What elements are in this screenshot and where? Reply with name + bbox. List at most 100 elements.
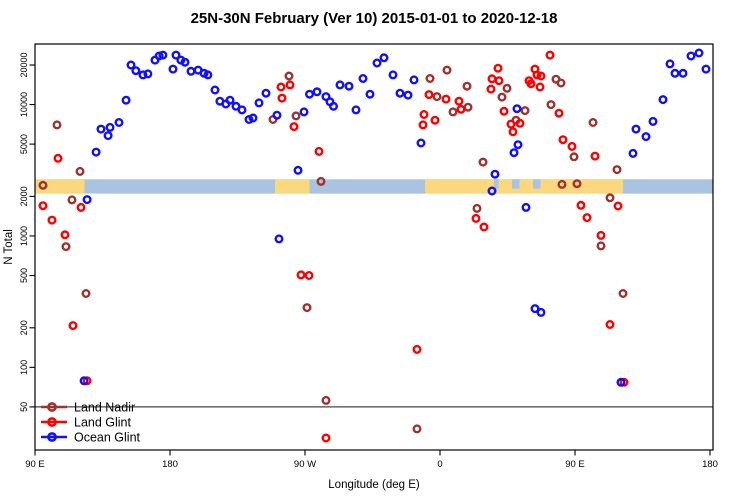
point-land-glint [296, 270, 306, 280]
point-ocean-glint [616, 377, 626, 387]
point-ocean-glint [158, 50, 168, 60]
point-ocean-glint [293, 165, 303, 175]
point-ocean-glint [335, 80, 345, 90]
point-land-glint [582, 213, 592, 223]
point-ocean-glint [225, 95, 235, 105]
point-ocean-glint [299, 107, 309, 117]
point-land-nadir [75, 166, 85, 176]
point-ocean-glint [171, 50, 181, 60]
point-land-nadir [546, 100, 556, 110]
point-land-glint [532, 70, 542, 80]
y-tick-label: 100 [19, 360, 29, 375]
legend-label: Ocean Glint [74, 431, 141, 445]
point-land-nadir [472, 203, 482, 213]
point-land-nadir [67, 195, 77, 205]
point-ocean-glint [203, 70, 213, 80]
y-tick-label: 20000 [19, 52, 29, 77]
point-ocean-glint [186, 66, 196, 76]
y-tick-label: 2000 [19, 186, 29, 206]
point-ocean-glint [329, 101, 339, 111]
point-ocean-glint [126, 60, 136, 70]
y-tick-label: 10000 [19, 92, 29, 117]
point-land-nadir [588, 117, 598, 127]
point-land-nadir [425, 73, 435, 83]
point-land-glint [276, 82, 286, 92]
point-ocean-glint [351, 105, 361, 115]
point-ocean-glint [143, 69, 153, 79]
point-ocean-glint [248, 113, 258, 123]
legend-marker [47, 402, 57, 412]
point-land-nadir [572, 179, 582, 189]
map-strip-ocean-notch [512, 179, 520, 189]
point-land-nadir [302, 303, 312, 313]
point-land-glint [277, 93, 287, 103]
point-land-nadir [556, 78, 566, 88]
point-land-nadir [618, 289, 628, 299]
y-tick-label: 500 [19, 268, 29, 283]
point-ocean-glint [395, 88, 405, 98]
point-ocean-glint [358, 73, 368, 83]
point-land-nadir [284, 71, 294, 81]
point-land-nadir [463, 102, 473, 112]
point-land-glint [499, 106, 509, 116]
point-land-nadir [291, 111, 301, 121]
point-land-nadir [38, 180, 48, 190]
x-tick-label: 0 [437, 459, 442, 470]
point-land-nadir [612, 165, 622, 175]
point-land-glint [526, 79, 536, 89]
x-axis-title: Longitude (deg E) [328, 479, 420, 491]
point-ocean-glint [631, 124, 641, 134]
point-ocean-glint [490, 169, 500, 179]
point-land-nadir [61, 242, 71, 252]
point-ocean-glint [138, 70, 148, 80]
point-land-glint [605, 320, 615, 330]
point-land-glint [558, 135, 568, 145]
point-ocean-glint [261, 88, 271, 98]
point-land-nadir [502, 83, 512, 93]
point-land-glint [486, 84, 496, 94]
point-land-glint [471, 213, 481, 223]
point-land-glint [314, 146, 324, 156]
point-ocean-glint [254, 98, 264, 108]
point-land-nadir [432, 92, 442, 102]
point-land-glint [418, 120, 428, 130]
legend-marker [47, 417, 57, 427]
point-land-glint [430, 115, 440, 125]
point-land-glint [596, 230, 606, 240]
point-land-nadir [442, 65, 452, 75]
point-land-nadir [497, 92, 507, 102]
point-ocean-glint [530, 304, 540, 314]
point-ocean-glint [513, 140, 523, 150]
point-land-glint [321, 433, 331, 443]
point-land-glint [494, 76, 504, 86]
point-land-nadir [448, 107, 458, 117]
point-ocean-glint [512, 104, 522, 114]
point-ocean-glint [274, 234, 284, 244]
x-tick-label: 180 [162, 459, 178, 470]
point-ocean-glint [237, 105, 247, 115]
point-ocean-glint [168, 64, 178, 74]
point-ocean-glint [665, 59, 675, 69]
point-land-nadir [412, 424, 422, 434]
point-land-glint [456, 104, 466, 114]
point-land-glint [508, 127, 518, 137]
x-tick-label: 90 W [294, 459, 316, 470]
point-land-nadir [478, 157, 488, 167]
map-strip-land [275, 179, 310, 194]
legend-label: Land Glint [74, 416, 132, 430]
point-land-nadir [52, 120, 62, 130]
point-ocean-glint [180, 57, 190, 67]
point-ocean-glint [114, 117, 124, 127]
chart-title: 25N-30N February (Ver 10) 2015-01-01 to … [191, 10, 558, 27]
point-land-glint [441, 94, 451, 104]
map-strip-ocean-notch [494, 179, 499, 189]
point-land-glint [536, 71, 546, 81]
point-land-glint [38, 201, 48, 211]
point-land-glint [479, 222, 489, 232]
map-strip-land [425, 179, 623, 194]
point-land-glint [454, 96, 464, 106]
point-land-glint [493, 63, 503, 73]
x-tick-label: 90 E [565, 459, 585, 470]
y-tick-label: 1000 [19, 226, 29, 246]
point-ocean-glint [305, 89, 315, 99]
